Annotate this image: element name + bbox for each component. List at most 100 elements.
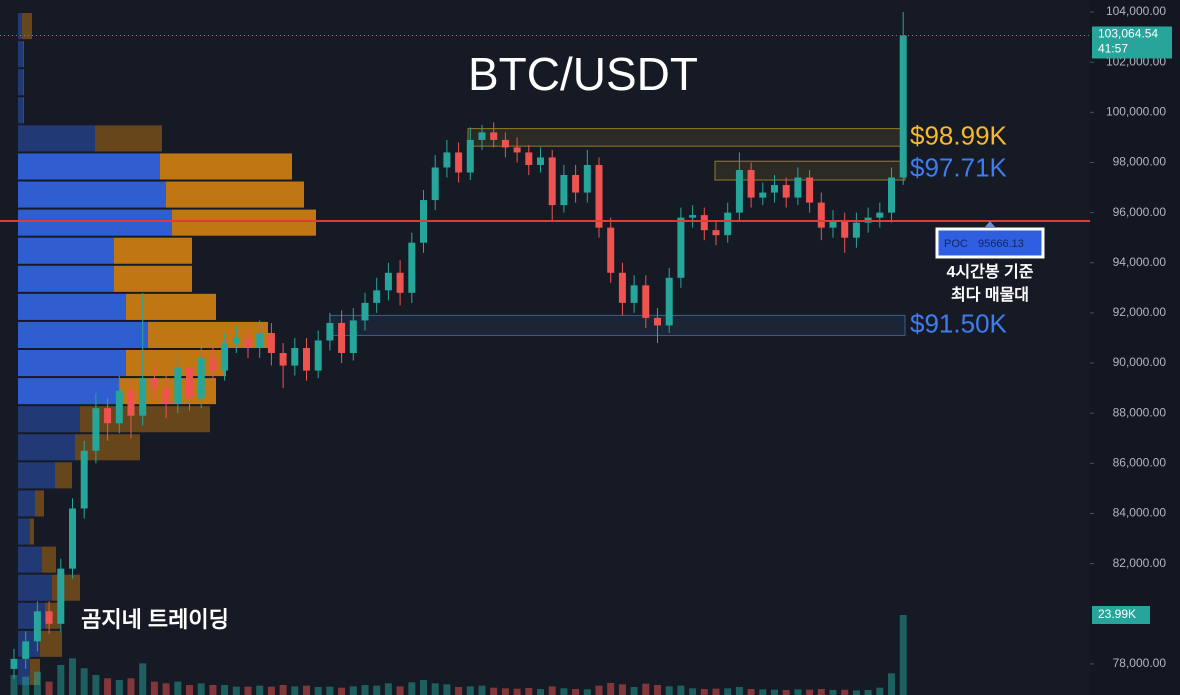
y-tick-label: 78,000.00 — [1113, 656, 1167, 670]
candle-body — [712, 230, 720, 236]
candle-body — [303, 348, 310, 371]
candle-body — [197, 358, 205, 399]
volume-bar — [396, 686, 404, 695]
candle-body — [244, 337, 252, 349]
candle-body — [408, 242, 416, 293]
volume-bar — [303, 685, 310, 695]
y-tick-label: 96,000.00 — [1113, 205, 1167, 219]
volume-bar — [22, 676, 30, 695]
volume-bar — [326, 686, 334, 695]
volume-bar — [80, 668, 88, 695]
overlays: $98.99K$97.71K $91.50K POC 95666.13 4시간봉 기준최… — [0, 34, 1090, 338]
profile-buy — [18, 546, 42, 573]
volume-bar — [712, 688, 720, 695]
volume-bar — [174, 681, 182, 695]
zone — [329, 314, 906, 336]
candle-body — [291, 348, 299, 366]
profile-sell — [30, 518, 34, 545]
profile-buy — [18, 378, 120, 405]
volume-bar — [607, 682, 615, 695]
profile-sell — [114, 265, 192, 292]
candle-body — [57, 568, 65, 624]
volume-bar — [420, 679, 427, 695]
volume-bar — [864, 689, 872, 695]
profile-buy — [18, 181, 166, 208]
volume-bar — [69, 658, 76, 695]
volume-bar — [256, 685, 264, 695]
profile-buy — [18, 321, 148, 349]
candle-body — [279, 353, 287, 366]
volume-bar — [794, 689, 802, 695]
volume-bar — [876, 687, 884, 695]
volume-bar — [45, 681, 53, 695]
volume-bar — [572, 688, 580, 695]
profile-buy — [18, 265, 114, 292]
level-label: $98.99K — [910, 121, 1008, 151]
profile-sell — [35, 490, 44, 517]
candle-body — [630, 285, 638, 303]
candle-body — [314, 340, 322, 371]
volume-bar — [291, 686, 299, 695]
candle-body — [654, 317, 661, 326]
volume-bar — [314, 686, 322, 695]
y-tick-label: 88,000.00 — [1113, 405, 1167, 419]
candle-body — [256, 332, 264, 349]
candle-body — [525, 152, 533, 165]
volume-bar — [899, 615, 907, 695]
candle-body — [104, 408, 112, 424]
profile-buy — [18, 97, 23, 124]
volume-bar — [104, 678, 112, 695]
candle-body — [10, 658, 18, 669]
candle-body — [373, 290, 381, 303]
poc-note: 4시간봉 기준 — [947, 263, 1034, 281]
candle-body — [338, 322, 346, 354]
price-axis: 104,000.00102,000.00100,000.0098,000.009… — [1090, 4, 1172, 670]
y-tick-label: 86,000.00 — [1113, 456, 1167, 470]
volume-bars — [10, 615, 907, 695]
volume-bar — [162, 683, 170, 695]
volume-bar — [665, 686, 673, 695]
volume-bar — [443, 684, 451, 695]
profile-sell — [52, 574, 80, 601]
profile-sell — [42, 546, 56, 573]
y-tick-label: 94,000.00 — [1113, 255, 1167, 269]
profile-buy — [18, 574, 52, 601]
countdown: 41:57 — [1098, 42, 1128, 56]
y-tick-label: 92,000.00 — [1113, 305, 1167, 319]
level-label: $97.71K — [910, 153, 1008, 183]
poc-pointer — [985, 220, 995, 227]
volume-bar — [735, 686, 743, 695]
volume-bar — [139, 663, 147, 695]
y-tick-label: 104,000.00 — [1106, 4, 1166, 18]
volume-bar — [267, 686, 275, 695]
candle-body — [232, 337, 240, 343]
profile-buy — [18, 209, 172, 236]
candles — [10, 12, 907, 679]
y-tick-label: 90,000.00 — [1113, 355, 1167, 369]
y-tick-label: 98,000.00 — [1113, 155, 1167, 169]
profile-buy — [18, 350, 126, 377]
candle-body — [677, 217, 685, 278]
volume-bar — [478, 685, 486, 695]
candle-body — [841, 220, 849, 238]
candle-body — [817, 202, 825, 228]
volume-bar — [677, 685, 685, 695]
volume-bar — [771, 689, 778, 695]
volume-bar — [92, 674, 100, 695]
profile-sell — [23, 97, 24, 124]
candle-body — [478, 132, 486, 140]
volume-bar — [642, 683, 650, 695]
volume-bar — [10, 674, 18, 695]
candle-body — [115, 390, 123, 424]
candle-body — [127, 390, 135, 416]
level-label: $91.50K — [910, 308, 1008, 338]
candle-body — [899, 35, 907, 178]
profile-sell — [22, 13, 32, 40]
candle-body — [747, 169, 755, 198]
volume-bar — [431, 683, 439, 695]
volume-bar — [33, 671, 41, 695]
volume-bar — [829, 689, 837, 695]
candle-body — [665, 277, 673, 326]
volume-bar — [852, 690, 860, 695]
